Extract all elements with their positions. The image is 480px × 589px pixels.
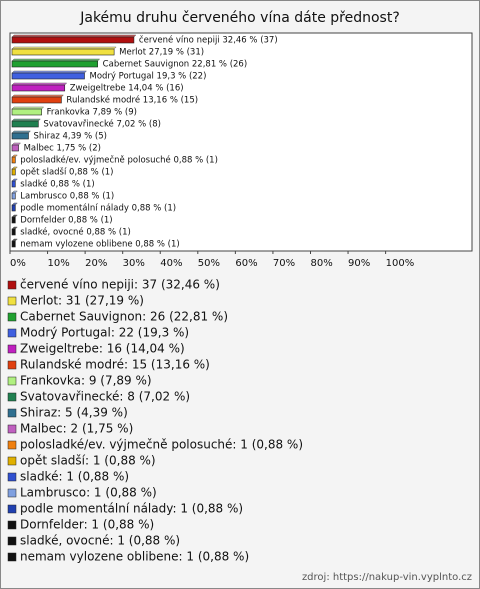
legend-label: Zweigeltrebe: 16 (14,04 %) (20, 342, 185, 356)
legend-swatch (7, 408, 17, 418)
bar (11, 144, 19, 152)
legend-label: Rulandské modré: 15 (13,16 %) (20, 358, 210, 372)
bar (11, 216, 16, 224)
x-tick-label: 30% (123, 258, 145, 269)
legend-label: opět sladší: 1 (0,88 %) (20, 454, 156, 468)
legend-swatch (7, 280, 17, 290)
bar (11, 48, 115, 56)
bar (11, 156, 16, 164)
bar (11, 132, 29, 140)
bar-label: Rulandské modré 13,16 % (15) (66, 95, 198, 106)
plot-area (9, 32, 473, 252)
bar (11, 120, 39, 128)
bar (11, 204, 16, 212)
legend-label: Svatovavřinecké: 8 (7,02 %) (20, 390, 190, 404)
bar-label: polosladké/ev. výjmečně polosuché 0,88 %… (20, 155, 218, 166)
bar-label: opět sladší 0,88 % (1) (20, 167, 113, 178)
legend-swatch (7, 504, 17, 514)
bar-top (11, 94, 65, 98)
bar (11, 228, 16, 236)
bar-label: Svatovavřinecké 7,02 % (8) (43, 119, 161, 130)
bar-label: sladké 0,88 % (1) (20, 179, 94, 190)
legend-swatch (7, 344, 17, 354)
x-tick-label: 0% (10, 258, 26, 269)
legend-swatch (7, 440, 17, 450)
bar (11, 96, 62, 104)
legend-swatch (7, 312, 17, 322)
bar-top (11, 118, 41, 122)
x-tick-label: 10% (48, 258, 70, 269)
chart-title: Jakému druhu červeného vína dáte přednos… (79, 10, 400, 26)
legend-label: červené víno nepiji: 37 (32,46 %) (20, 278, 220, 292)
legend-swatch (7, 520, 17, 530)
legend-swatch (7, 424, 17, 434)
bar-top (11, 82, 68, 86)
x-tick-label: 50% (198, 258, 220, 269)
bar-label: nemam vylozene oblibene 0,88 % (1) (20, 240, 179, 250)
bar (11, 180, 16, 188)
legend-label: podle momentální nálady: 1 (0,88 %) (20, 502, 243, 516)
bar-label: červené víno nepiji 32,46 % (37) (139, 35, 278, 46)
x-tick-label: 70% (273, 258, 295, 269)
legend-swatch (7, 536, 17, 546)
bar-label: Dornfelder 0,88 % (1) (20, 216, 112, 226)
bar-label: Shiraz 4,39 % (5) (33, 132, 106, 142)
bar-top (11, 106, 45, 110)
legend-label: Dornfelder: 1 (0,88 %) (20, 518, 154, 532)
bar-label: sladké, ovocné 0,88 % (1) (20, 227, 131, 238)
x-tick-label: 20% (85, 258, 107, 269)
legend-swatch (7, 296, 17, 306)
legend-label: sladké, ovocné: 1 (0,88 %) (20, 534, 180, 548)
bar (11, 168, 16, 176)
legend-swatch (7, 360, 17, 370)
legend-label: Malbec: 2 (1,75 %) (20, 422, 133, 436)
bar (11, 72, 85, 80)
bar (11, 240, 16, 248)
bar (11, 60, 98, 68)
bar-label: Lambrusco 0,88 % (1) (20, 192, 114, 202)
legend-label: Shiraz: 5 (4,39 %) (20, 406, 128, 420)
bar (11, 192, 16, 200)
legend-swatch (7, 456, 17, 466)
bar (11, 84, 66, 92)
legend-label: Merlot: 31 (27,19 %) (20, 294, 144, 308)
x-tick-label: 60% (235, 258, 257, 269)
bar-top (11, 130, 32, 134)
legend-swatch (7, 472, 17, 482)
bar-label: Cabernet Sauvignon 22,81 % (26) (103, 60, 247, 70)
legend-label: nemam vylozene oblibene: 1 (0,88 %) (20, 550, 249, 564)
x-tick-label: 90% (348, 258, 370, 269)
legend-label: Frankovka: 9 (7,89 %) (20, 374, 152, 388)
bar (11, 108, 42, 116)
x-tick-label: 100% (386, 258, 415, 269)
legend-label: polosladké/ev. výjmečně polosuché: 1 (0,… (20, 438, 303, 452)
bar-label: podle momentální nálady 0,88 % (1) (20, 204, 176, 214)
legend-label: Modrý Portugal: 22 (19,3 %) (20, 326, 189, 340)
bar-label: Modrý Portugal 19,3 % (22) (89, 72, 206, 82)
legend-swatch (7, 488, 17, 498)
legend-label: Lambrusco: 1 (0,88 %) (20, 486, 157, 500)
legend-label: Cabernet Sauvignon: 26 (22,81 %) (20, 310, 228, 324)
x-tick-label: 80% (310, 258, 332, 269)
x-tick-label: 40% (160, 258, 182, 269)
bar-label: Frankovka 7,89 % (9) (47, 108, 137, 118)
legend-swatch (7, 552, 17, 562)
bar (11, 36, 135, 44)
source: zdroj: https://nakup-vin.vyplnto.cz (302, 572, 472, 583)
legend-swatch (7, 376, 17, 386)
legend-label: sladké: 1 (0,88 %) (20, 470, 129, 484)
bar-label: Merlot 27,19 % (31) (119, 48, 204, 58)
bar-top (11, 70, 88, 74)
legend-swatch (7, 392, 17, 402)
legend-swatch (7, 328, 17, 338)
bar-label: Zweigeltrebe 14,04 % (16) (70, 84, 184, 94)
bar-label: Malbec 1,75 % (2) (24, 144, 101, 154)
